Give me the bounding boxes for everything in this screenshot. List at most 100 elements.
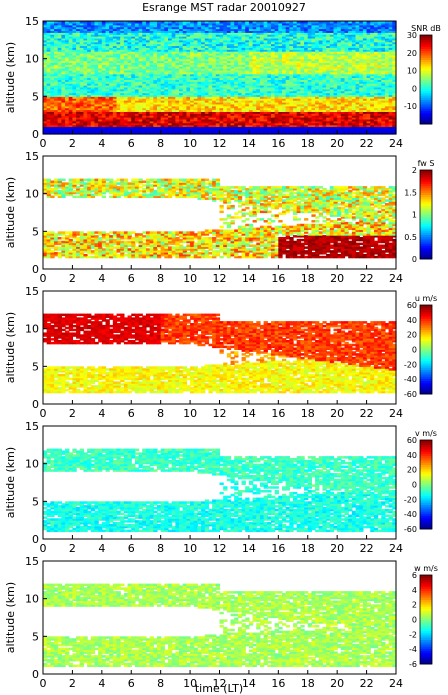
heatmap-cell bbox=[98, 120, 103, 124]
heatmap-cell bbox=[54, 122, 59, 126]
heatmap-cell bbox=[153, 109, 158, 112]
heatmap-cell bbox=[171, 32, 176, 35]
heatmap-cell bbox=[337, 107, 342, 111]
heatmap-cell bbox=[116, 115, 121, 118]
heatmap-cell bbox=[79, 77, 85, 80]
heatmap-cell bbox=[134, 45, 140, 48]
heatmap-cell bbox=[219, 117, 224, 120]
heatmap-cell bbox=[76, 28, 81, 32]
heatmap-cell bbox=[87, 37, 92, 41]
heatmap-cell bbox=[223, 30, 228, 33]
heatmap-cell bbox=[204, 113, 210, 116]
heatmap-cell bbox=[234, 77, 239, 80]
heatmap-cell bbox=[168, 51, 173, 54]
heatmap-cell bbox=[171, 28, 176, 32]
heatmap-cell bbox=[131, 69, 136, 73]
heatmap-cell bbox=[293, 26, 298, 30]
heatmap-cell bbox=[241, 39, 246, 43]
heatmap-cell bbox=[190, 103, 195, 107]
heatmap-cell bbox=[168, 126, 173, 129]
heatmap-cell bbox=[186, 94, 191, 97]
heatmap-cell bbox=[348, 122, 353, 126]
heatmap-cell bbox=[259, 85, 265, 88]
heatmap-cell bbox=[256, 113, 261, 116]
heatmap-cell bbox=[252, 41, 257, 45]
heatmap-cell bbox=[197, 49, 202, 52]
heatmap-cell bbox=[340, 45, 346, 48]
heatmap-cell bbox=[344, 100, 349, 103]
heatmap-cell bbox=[145, 64, 151, 67]
heatmap-cell bbox=[230, 83, 235, 86]
heatmap-cell bbox=[190, 68, 195, 71]
heatmap-cell bbox=[208, 128, 213, 131]
heatmap-cell bbox=[223, 37, 228, 41]
heatmap-cell bbox=[245, 105, 250, 109]
heatmap-cell bbox=[248, 83, 254, 86]
heatmap-cell bbox=[109, 68, 114, 71]
heatmap-cell bbox=[304, 101, 309, 105]
heatmap-cell bbox=[87, 26, 92, 30]
heatmap-cell bbox=[57, 34, 62, 37]
heatmap-cell bbox=[109, 41, 114, 45]
heatmap-cell bbox=[322, 32, 327, 35]
heatmap-cell bbox=[190, 39, 195, 43]
heatmap-cell bbox=[131, 26, 136, 30]
heatmap-cell bbox=[145, 115, 151, 118]
heatmap-cell bbox=[50, 128, 55, 131]
heatmap-cell bbox=[120, 88, 125, 92]
heatmap-cell bbox=[278, 41, 283, 45]
heatmap-cell bbox=[340, 37, 346, 41]
heatmap-cell bbox=[337, 124, 342, 128]
heatmap-cell bbox=[120, 30, 125, 33]
heatmap-cell bbox=[168, 39, 173, 43]
heatmap-cell bbox=[201, 32, 206, 35]
heatmap-cell bbox=[46, 111, 51, 114]
heatmap-cell bbox=[234, 45, 239, 48]
heatmap-cell bbox=[134, 100, 140, 103]
heatmap-cell bbox=[54, 37, 59, 41]
heatmap-cell bbox=[72, 21, 77, 24]
heatmap-cell bbox=[230, 96, 235, 99]
heatmap-cell bbox=[278, 43, 283, 47]
heatmap-cell bbox=[171, 88, 176, 92]
heatmap-cell bbox=[259, 90, 265, 94]
heatmap-cell bbox=[333, 43, 338, 47]
heatmap-cell bbox=[43, 101, 48, 105]
heatmap-cell bbox=[340, 71, 346, 75]
heatmap-cell bbox=[263, 120, 268, 124]
heatmap-cell bbox=[333, 22, 338, 26]
heatmap-cell bbox=[337, 118, 342, 122]
heatmap-cell bbox=[61, 122, 66, 126]
heatmap-cell bbox=[223, 54, 228, 58]
heatmap-cell bbox=[179, 47, 184, 50]
heatmap-cell bbox=[326, 73, 331, 77]
heatmap-cell bbox=[138, 66, 143, 69]
heatmap-cell bbox=[105, 21, 110, 24]
heatmap-cell bbox=[208, 54, 213, 58]
heatmap-cell bbox=[90, 73, 96, 77]
heatmap-cell bbox=[245, 109, 250, 112]
heatmap-cell bbox=[65, 69, 70, 73]
heatmap-cell bbox=[109, 66, 114, 69]
heatmap-cell bbox=[337, 53, 342, 56]
heatmap-cell bbox=[72, 30, 77, 33]
heatmap-cell bbox=[175, 85, 180, 88]
heatmap-cell bbox=[182, 81, 188, 84]
heatmap-cell bbox=[300, 90, 305, 94]
heatmap-cell bbox=[123, 56, 129, 60]
heatmap-cell bbox=[212, 26, 217, 30]
heatmap-cell bbox=[348, 105, 353, 109]
heatmap-cell bbox=[230, 28, 235, 32]
heatmap-cell bbox=[248, 101, 254, 105]
heatmap-cell bbox=[215, 64, 221, 67]
heatmap-cell bbox=[322, 77, 327, 80]
heatmap-cell bbox=[61, 64, 66, 67]
heatmap-cell bbox=[116, 113, 121, 116]
heatmap-cell bbox=[50, 122, 55, 126]
heatmap-cell bbox=[204, 39, 210, 43]
heatmap-cell bbox=[90, 113, 96, 116]
heatmap-cell bbox=[311, 117, 316, 120]
heatmap-cell bbox=[263, 124, 268, 128]
heatmap-cell bbox=[116, 39, 121, 43]
heatmap-cell bbox=[190, 86, 195, 90]
